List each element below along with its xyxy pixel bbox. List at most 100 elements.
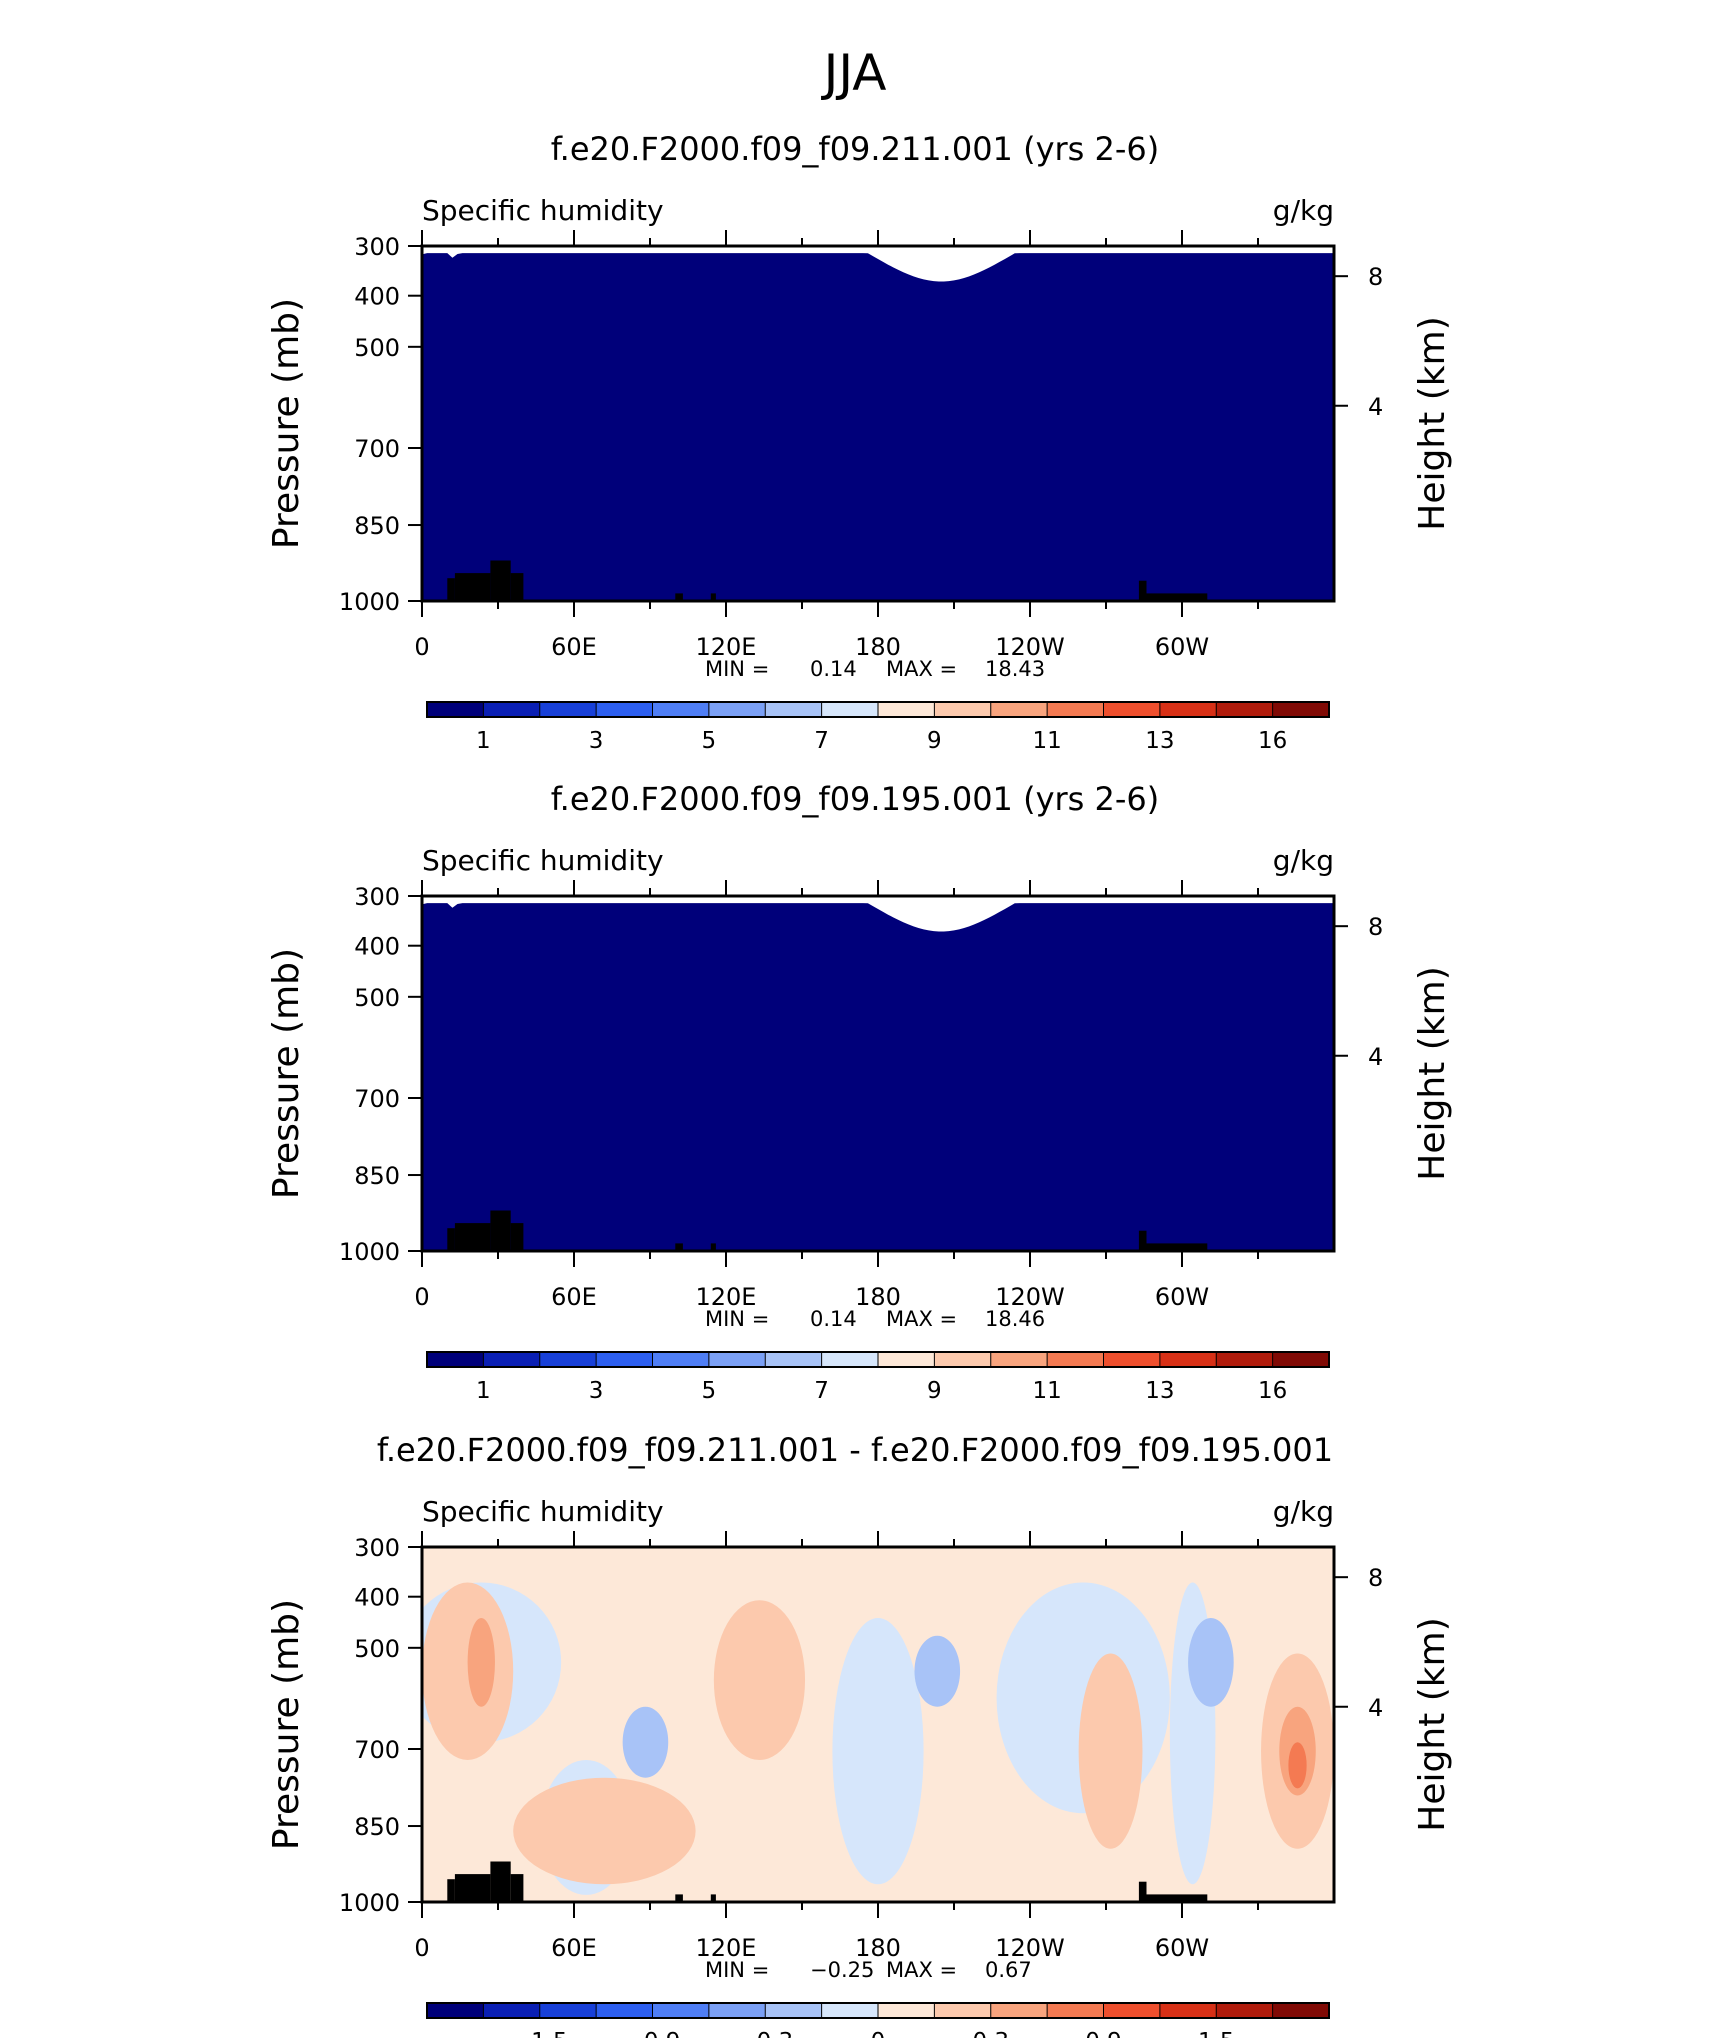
x-tick-label: 120E xyxy=(696,1934,757,1962)
contour-region xyxy=(1288,1742,1307,1789)
panel-title: f.e20.F2000.f09_f09.195.001 (yrs 2-6) xyxy=(551,780,1160,818)
colorbar-box xyxy=(764,701,823,718)
y-tick-label: 850 xyxy=(354,512,400,540)
y-tick-label: 400 xyxy=(354,1584,400,1612)
y-tick-label: 300 xyxy=(354,233,400,261)
y-tick-label: 850 xyxy=(354,1813,400,1841)
y-tick-label: 500 xyxy=(354,334,400,362)
colorbar-box xyxy=(708,701,767,718)
colorbar-label: 0.9 xyxy=(1085,2029,1122,2038)
min-label: MIN = xyxy=(705,1958,769,1982)
colorbar-label: −0.9 xyxy=(625,2029,681,2038)
min-label: MIN = xyxy=(705,1307,769,1331)
y-tick-label: 1000 xyxy=(339,1889,400,1917)
x-tick-label: 180 xyxy=(855,633,901,661)
x-tick-label: 60W xyxy=(1155,633,1209,661)
x-tick-label: 0 xyxy=(414,1283,429,1311)
max-value: 0.67 xyxy=(985,1958,1032,1982)
y-tick-label: 700 xyxy=(354,1085,400,1113)
colorbar-box xyxy=(1272,2002,1330,2019)
colorbar-label: 0 xyxy=(871,2029,886,2038)
topography-mask xyxy=(1138,1230,1147,1251)
colorbar-box xyxy=(426,2002,485,2019)
colorbar-label: 13 xyxy=(1145,728,1174,754)
y-axis-label: Pressure (mb) xyxy=(266,948,307,1199)
panel-2: f.e20.F2000.f09_f09.195.001 (yrs 2-6) Spe… xyxy=(266,780,1453,1404)
colorbar-box xyxy=(539,701,598,718)
panel-3: f.e20.F2000.f09_f09.211.001 - f.e20.F200… xyxy=(266,1431,1453,2038)
colorbar-box xyxy=(990,2002,1049,2019)
min-value: −0.25 xyxy=(810,1958,874,1982)
colorbar-box xyxy=(877,701,936,718)
left-string: Specific humidity xyxy=(422,1495,664,1528)
colorbar-label: 9 xyxy=(927,1378,942,1404)
colorbar-box xyxy=(1215,1351,1274,1368)
y-tick-label: 400 xyxy=(354,283,400,311)
colorbar-box xyxy=(595,2002,654,2019)
colorbar-box xyxy=(652,1351,710,1368)
max-label: MAX = xyxy=(886,657,957,681)
colorbar-label: 7 xyxy=(814,1378,829,1404)
y-tick-label: 300 xyxy=(354,1534,400,1562)
colorbar-label: 11 xyxy=(1032,728,1061,754)
x-tick-label: 120W xyxy=(995,1934,1065,1962)
y-tick-label: 500 xyxy=(354,1635,400,1663)
topography-mask xyxy=(454,1874,491,1902)
colorbar-label: 5 xyxy=(702,1378,717,1404)
colorbar-box xyxy=(482,2002,541,2019)
x-tick-label: 120E xyxy=(696,633,757,661)
colorbar-label: 16 xyxy=(1258,728,1287,754)
colorbar-label: 9 xyxy=(927,728,942,754)
colorbar-box xyxy=(821,701,879,718)
contour-region xyxy=(422,1582,514,1760)
max-label: MAX = xyxy=(886,1958,957,1982)
x-tick-label: 60E xyxy=(551,633,597,661)
x-tick-label: 60E xyxy=(551,1283,597,1311)
y-tick-label: 500 xyxy=(354,984,400,1012)
colorbar-label: 5 xyxy=(702,728,717,754)
max-value: 18.43 xyxy=(985,657,1045,681)
figure-title: JJA xyxy=(821,44,887,102)
contour-region xyxy=(713,1600,806,1760)
contour-region xyxy=(513,1777,696,1885)
colorbar-box xyxy=(764,1351,823,1368)
y2-axis-label: Height (km) xyxy=(1412,316,1453,530)
topography-mask xyxy=(490,560,511,601)
left-string: Specific humidity xyxy=(422,844,664,877)
colorbar-box xyxy=(708,2002,767,2019)
max-value: 18.46 xyxy=(985,1307,1045,1331)
colorbar-label: 0.3 xyxy=(972,2029,1009,2038)
x-tick-label: 60W xyxy=(1155,1934,1209,1962)
colorbar-box xyxy=(1103,2002,1161,2019)
colorbar-box xyxy=(1103,701,1161,718)
colorbar-label: 13 xyxy=(1145,1378,1174,1404)
y-tick-label: 1000 xyxy=(339,588,400,616)
contour-region xyxy=(832,1618,924,1885)
topography-mask xyxy=(710,593,716,601)
y-tick-label: 700 xyxy=(354,1736,400,1764)
x-tick-label: 60E xyxy=(551,1934,597,1962)
contour-field xyxy=(422,1547,1334,1902)
colorbar-label: 1 xyxy=(476,728,491,754)
colorbar-box xyxy=(1215,701,1274,718)
contour-region xyxy=(914,1635,961,1707)
topography-mask xyxy=(1138,1881,1147,1902)
colorbar-box xyxy=(426,701,485,718)
colorbar-box xyxy=(1159,2002,1218,2019)
y2-tick-label: 4 xyxy=(1368,393,1383,421)
min-label: MIN = xyxy=(705,657,769,681)
panels: f.e20.F2000.f09_f09.211.001 (yrs 2-6) Spe… xyxy=(266,130,1453,2038)
colorbar: 1 3 5 7 9 11 13 16 xyxy=(426,701,1330,754)
y-axis-label: Pressure (mb) xyxy=(266,298,307,549)
colorbar-box xyxy=(877,1351,936,1368)
right-string: g/kg xyxy=(1273,194,1334,227)
colorbar-box xyxy=(539,2002,598,2019)
x-tick-label: 120W xyxy=(995,633,1065,661)
colorbar-label: 11 xyxy=(1032,1378,1061,1404)
topography-mask xyxy=(1146,1894,1208,1902)
x-tick-label: 180 xyxy=(855,1934,901,1962)
topography-mask xyxy=(675,1894,683,1902)
y-axis-label: Pressure (mb) xyxy=(266,1599,307,1850)
min-value: 0.14 xyxy=(810,657,857,681)
